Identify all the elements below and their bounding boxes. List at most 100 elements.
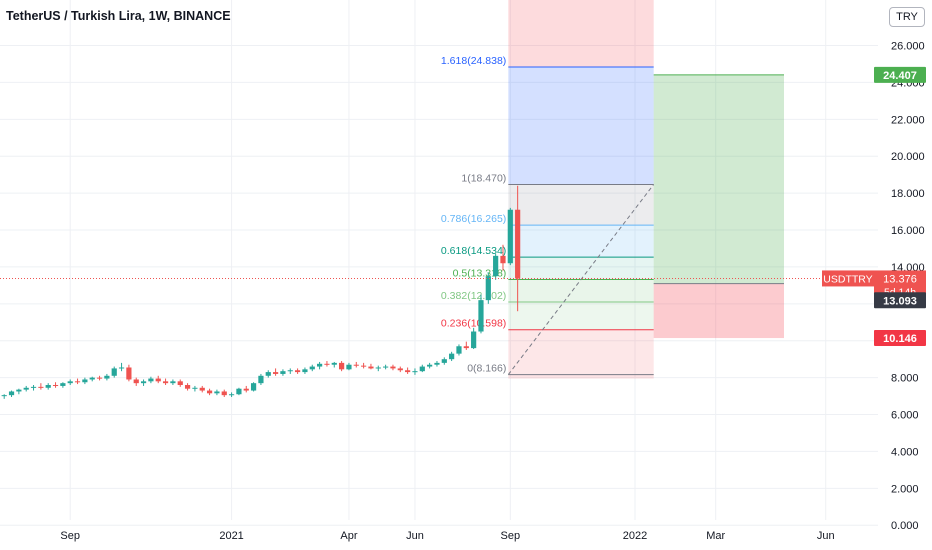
fib-band <box>508 301 654 330</box>
x-tick-label: 2022 <box>623 530 647 542</box>
y-tick-label: 8.000 <box>891 373 919 385</box>
candle-body <box>111 368 117 376</box>
candle-body <box>74 381 81 383</box>
fib-band <box>508 374 654 379</box>
candle-body <box>8 391 15 396</box>
candle-body <box>405 370 411 373</box>
candle-body <box>412 371 418 373</box>
x-tick-label: Jun <box>406 530 424 542</box>
last-price-badge: 13.376 <box>883 273 917 285</box>
time-axis: Sep 2021 Apr Jun Sep 2022 Mar Jun <box>60 530 834 542</box>
candle-body <box>500 255 506 264</box>
candles <box>1 185 521 399</box>
candle-body <box>265 372 271 376</box>
y-tick-label: 22.000 <box>891 114 925 126</box>
entry-price-badge: 13.093 <box>883 295 917 307</box>
stop-price-badge-bg <box>874 330 926 347</box>
candle-body <box>368 366 374 369</box>
x-tick-label: Sep <box>60 530 80 542</box>
candle-body <box>449 353 455 360</box>
candle-body <box>89 377 95 380</box>
grid <box>0 0 878 526</box>
candle-body <box>228 394 235 396</box>
candle-body <box>390 366 396 369</box>
candle-body <box>280 371 286 374</box>
entry-price-badge-bg <box>874 292 926 309</box>
fib-band <box>508 257 654 280</box>
candle-body <box>287 370 293 372</box>
candle-body <box>52 385 59 387</box>
fib-level-label: 0.618(14.534) <box>441 245 506 257</box>
target-price-badge-bg <box>874 66 926 83</box>
candle-body <box>140 381 147 384</box>
candle-body <box>60 383 66 386</box>
candle-body <box>206 390 213 394</box>
fibonacci-retracement: 0(8.166) 0.236(10.598) 0.382(12.102) 0.5(13… <box>441 55 655 376</box>
candle-body <box>133 379 139 384</box>
candle-body <box>118 367 125 369</box>
candle-body <box>331 362 337 365</box>
candle-body <box>199 387 205 391</box>
candle-body <box>16 389 22 392</box>
fib-band <box>508 66 654 185</box>
fib-level-label: 0.382(12.102) <box>441 290 506 302</box>
candle-body <box>236 388 242 395</box>
candle-body <box>96 377 103 379</box>
candle-body <box>250 383 257 391</box>
candle-body <box>295 370 301 373</box>
symbol-badge: USDTTRY <box>823 273 872 285</box>
candle-body <box>82 379 88 383</box>
chart-title: TetherUS / Turkish Lira, 1W, BINANCE <box>6 9 231 23</box>
candle-body <box>361 365 367 367</box>
candle-body <box>38 386 44 388</box>
fib-level-label: 0.5(13.318) <box>453 268 507 280</box>
candle-body <box>23 387 29 390</box>
candle-body <box>397 368 403 371</box>
fib-level-label: 0(8.166) <box>467 363 506 375</box>
target-zone <box>653 74 784 284</box>
candle-body <box>309 366 315 370</box>
candle-body <box>104 375 110 379</box>
target-price-badge: 24.407 <box>883 70 917 82</box>
candle-body <box>324 363 330 365</box>
fib-band <box>508 0 654 67</box>
currency-badge[interactable]: TRY <box>889 7 925 27</box>
candle-body <box>419 366 425 372</box>
candle-body <box>221 391 227 396</box>
candle-body <box>456 346 462 354</box>
drawing-zones <box>508 0 784 379</box>
candle-body <box>427 364 433 367</box>
x-tick-label: 2021 <box>219 530 243 542</box>
y-tick-label: 20.000 <box>891 151 925 163</box>
candle-body <box>339 362 345 370</box>
y-tick-label: 2.000 <box>891 483 919 495</box>
candle-body <box>155 378 161 382</box>
candle-body <box>214 391 220 394</box>
candle-body <box>485 276 491 301</box>
fib-level-label: 1.618(24.838) <box>441 55 506 67</box>
y-tick-label: 16.000 <box>891 225 925 237</box>
candle-body <box>478 300 484 332</box>
candle-body <box>375 367 381 369</box>
candle-body <box>177 381 183 386</box>
x-tick-label: Sep <box>501 530 521 542</box>
x-tick-label: Jun <box>817 530 835 542</box>
candle-body <box>302 369 308 373</box>
candle-body <box>353 364 359 366</box>
candle-body <box>515 209 521 279</box>
candle-body <box>507 209 513 264</box>
candle-body <box>148 378 154 382</box>
y-tick-label: 26.000 <box>891 41 925 53</box>
candle-body <box>493 255 499 277</box>
symbol-badge-bg <box>822 270 874 287</box>
x-tick-label: Apr <box>340 530 357 542</box>
stop-price-badge: 10.146 <box>883 333 917 345</box>
y-tick-label: 6.000 <box>891 410 919 422</box>
candle-body <box>192 387 198 389</box>
candle-body <box>170 381 176 384</box>
fib-level-label: 0.236(10.598) <box>441 318 506 330</box>
candle-body <box>434 362 440 365</box>
fib-band <box>508 329 654 375</box>
